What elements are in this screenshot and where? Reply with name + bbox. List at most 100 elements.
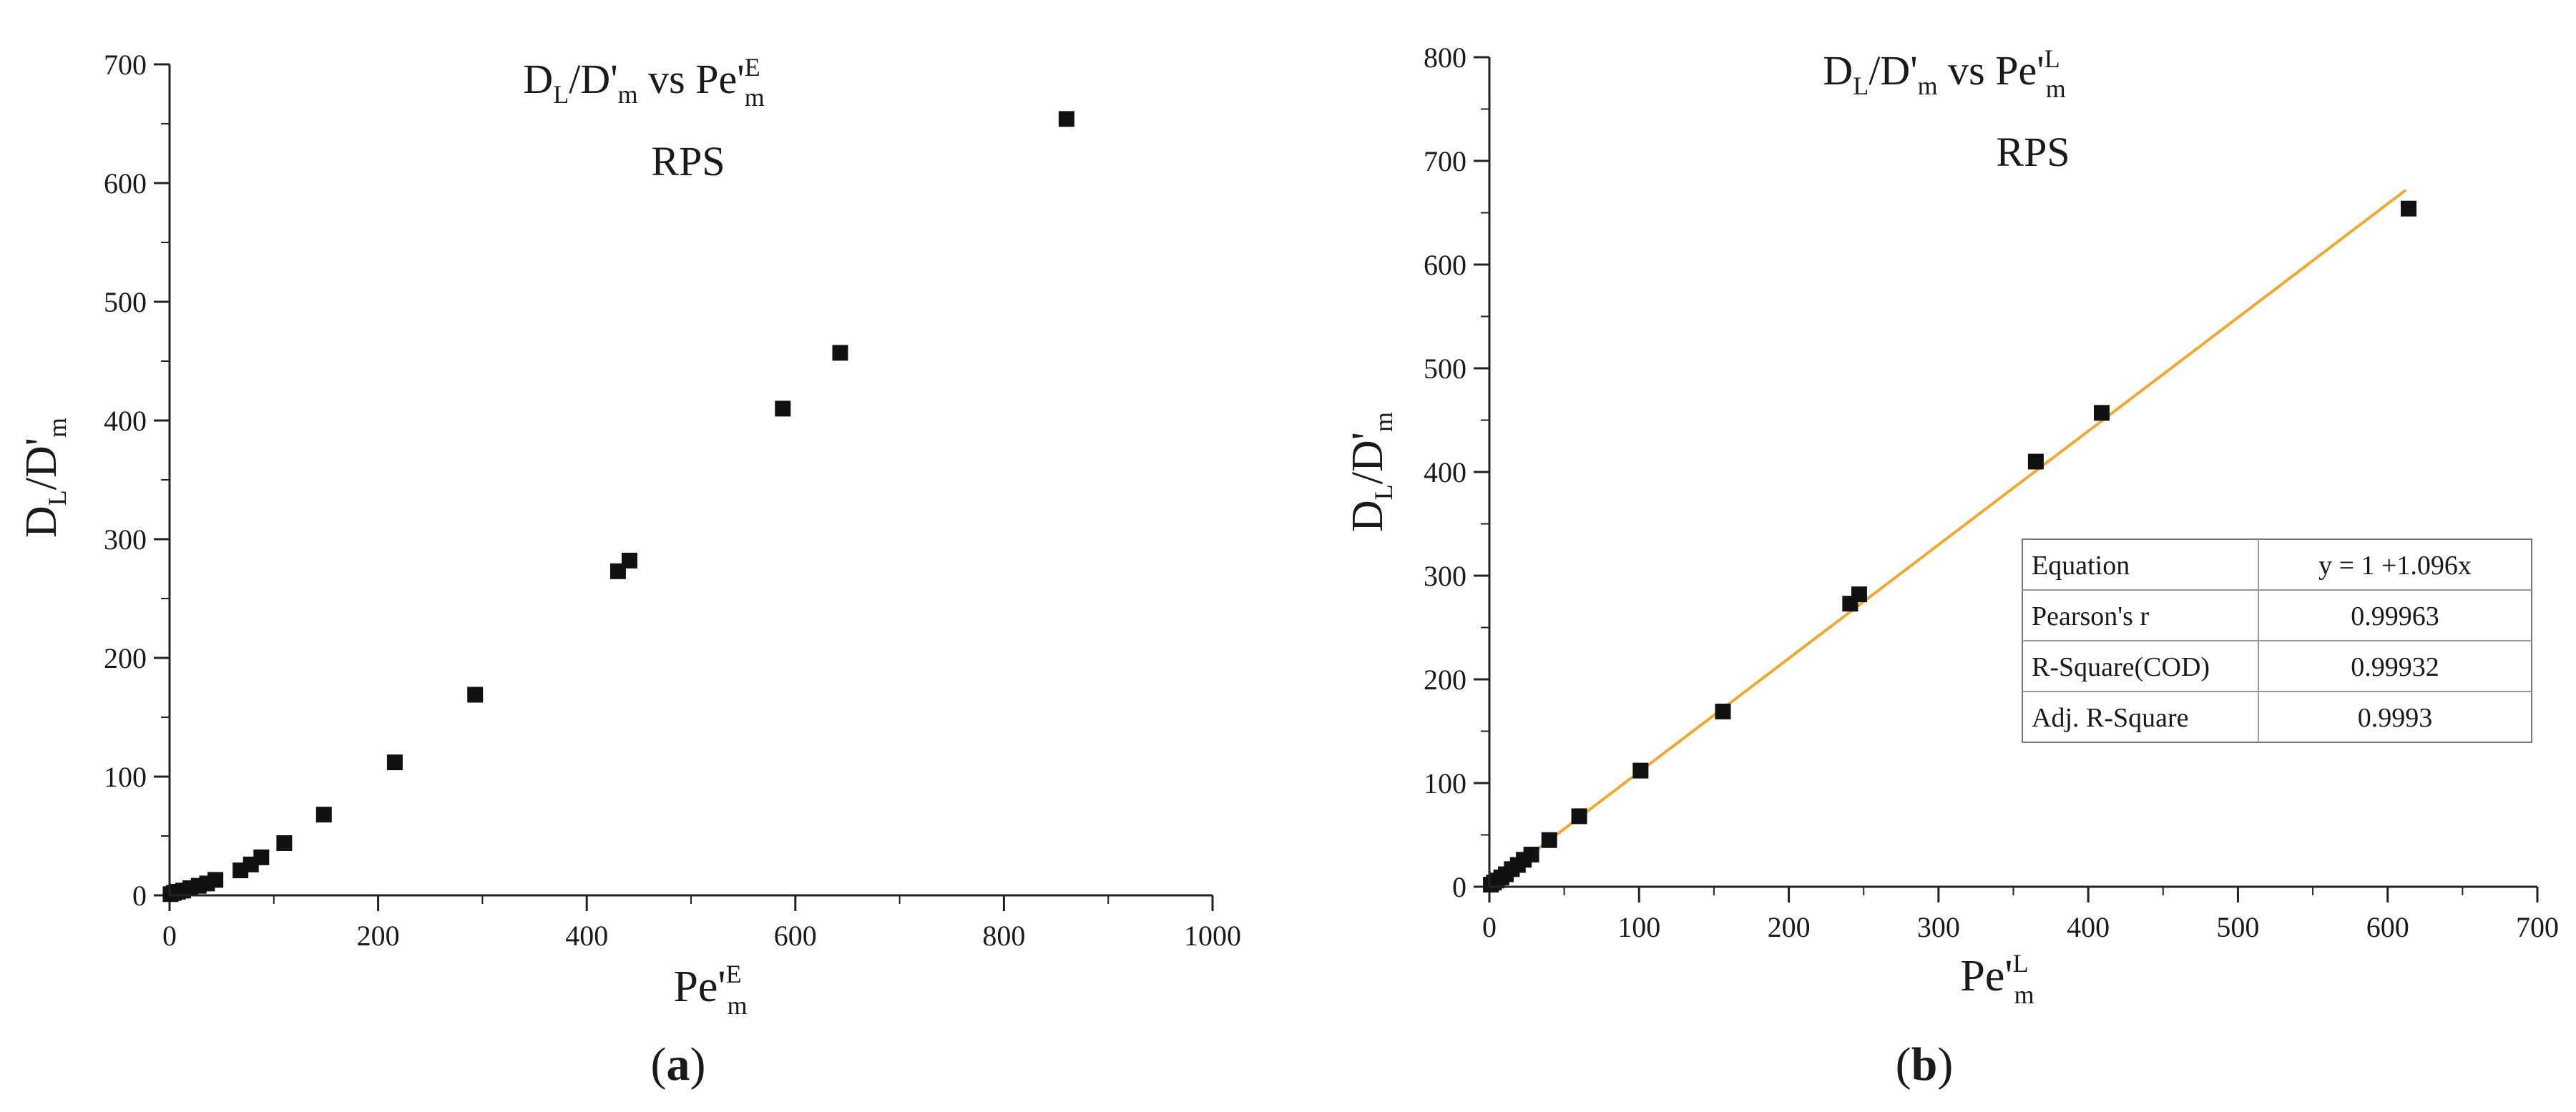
chart-a-axes-frame — [170, 64, 1213, 895]
chart-a-y-tick-label: 0 — [132, 880, 147, 912]
chart-b-fit-line — [1488, 189, 2407, 887]
stats-row-rsquare-value: 0.99932 — [2351, 652, 2439, 682]
chart-b-y-tick-label: 500 — [1424, 353, 1466, 385]
chart-b-xlabel: Pe'L m — [1960, 949, 2034, 1009]
chart-a-point — [386, 754, 403, 771]
panel-label-b-close: ) — [1937, 1038, 1953, 1091]
chart-b-title-sup: L — [2044, 44, 2060, 73]
chart-a-ylabel-d: D — [17, 506, 66, 538]
stats-row-pearson-label: Pearson's r — [2032, 601, 2149, 631]
chart-a-point — [315, 807, 332, 823]
chart-b-title: DL/D'm vs Pe'L m — [1823, 44, 2065, 103]
stats-row-equation-label: Equation — [2032, 551, 2130, 581]
chart-b-ylabel-sub-l: L — [1369, 484, 1398, 500]
chart-a-x-tick-label: 600 — [774, 920, 817, 952]
chart-b-point — [1523, 847, 1539, 863]
chart-b-x-tick-label: 300 — [1917, 911, 1960, 943]
chart-a-title-sub-m: m — [618, 80, 638, 109]
chart-a-ylabel-mid: /D' — [17, 438, 66, 490]
chart-b-xlabel-main: Pe' — [1960, 952, 2012, 1000]
chart-a-x-tick-label: 200 — [357, 920, 400, 952]
panel-label-b: (b) — [1896, 1038, 1954, 1091]
chart-a-point — [775, 400, 791, 417]
chart-a-title-sub-l: L — [553, 80, 569, 109]
chart-a-title-vs: vs Pe' — [638, 56, 745, 102]
chart-b-ticks: 0 100 200 300 400 500 600 700 0 100 200 300 400 500 60… — [1424, 41, 2559, 943]
chart-b-point — [2401, 200, 2417, 217]
chart-a-title-mid: /D' — [569, 56, 617, 102]
chart-b-ylabel-sub-m: m — [1369, 412, 1398, 432]
chart-a-y-tick-label: 200 — [104, 642, 147, 674]
chart-a-xlabel: Pe'E m — [673, 960, 747, 1020]
chart-a-xlabel-main: Pe' — [673, 963, 725, 1011]
chart-a-subtitle: RPS — [651, 138, 725, 184]
chart-a-ticks: 0 200 400 600 800 1000 0 100 200 300 400 500 600 700 — [104, 49, 1241, 952]
chart-b-y-tick-label: 100 — [1424, 767, 1466, 799]
chart-b-point — [1632, 762, 1649, 779]
chart-b-title-d: D — [1823, 47, 1853, 94]
chart-b-x-tick-label: 600 — [2366, 911, 2409, 943]
stats-row-adj-rsquare-value: 0.9993 — [2358, 703, 2433, 733]
chart-a-y-tick-label: 700 — [104, 49, 147, 81]
chart-b-xlabel-sup: L — [2013, 949, 2029, 978]
chart-a-x-tick-label: 1000 — [1184, 920, 1241, 952]
stats-row-equation-value: y = 1 +1.096x — [2318, 551, 2472, 581]
chart-b-title-sub-m: m — [1918, 72, 1938, 100]
chart-b-x-tick-label: 100 — [1617, 911, 1660, 943]
panel-label-b-open: ( — [1896, 1038, 1911, 1091]
chart-b-x-tick-label: 700 — [2516, 911, 2559, 943]
chart-b-ylabel: DL/D'm — [1343, 412, 1398, 532]
chart-a: 0 200 400 600 800 10000100200300400500600700 … — [17, 49, 1241, 1091]
chart-b: 0 100 200 300 400 500 600 700 0 100 200 300 400 500 60… — [1343, 41, 2559, 1091]
chart-b-subtitle: RPS — [1996, 129, 2070, 175]
panel-label-a-close: ) — [690, 1038, 706, 1091]
chart-a-title-sub2: m — [745, 83, 765, 112]
chart-a-ylabel-sub-l: L — [43, 490, 72, 506]
chart-b-point — [1571, 808, 1587, 825]
chart-a-point — [832, 345, 848, 361]
chart-a-y-tick-label: 300 — [104, 523, 147, 556]
chart-a-title-d: D — [523, 56, 553, 102]
panel-label-a: (a) — [651, 1038, 706, 1091]
chart-a-y-tick-label: 500 — [104, 286, 147, 318]
chart-b-ylabel-d: D — [1343, 500, 1392, 532]
stats-row-pearson-value: 0.99963 — [2351, 601, 2439, 631]
chart-a-point — [253, 849, 270, 865]
chart-b-x-tick-label: 400 — [2067, 911, 2110, 943]
chart-b-y-tick-label: 300 — [1424, 560, 1466, 592]
chart-b-points — [1483, 200, 2417, 893]
chart-b-point — [2093, 405, 2110, 421]
chart-b-title-vs: vs Pe' — [1938, 47, 2044, 94]
chart-b-stats-table: Equation y = 1 +1.096x Pearson's r 0.999… — [2022, 538, 2532, 743]
chart-a-y-tick-label: 600 — [104, 167, 147, 200]
chart-a-xlabel-sub: m — [728, 991, 748, 1020]
chart-b-title-sub2: m — [2046, 74, 2066, 103]
chart-b-y-tick-label: 600 — [1424, 249, 1466, 281]
chart-b-point — [2027, 453, 2044, 470]
chart-a-point — [467, 687, 484, 703]
panel-label-b-letter: b — [1911, 1038, 1938, 1091]
chart-b-ylabel-mid: /D' — [1343, 432, 1392, 484]
chart-b-x-tick-label: 200 — [1768, 911, 1811, 943]
chart-b-point — [1715, 703, 1731, 719]
chart-a-x-tick-label: 0 — [162, 920, 177, 952]
chart-b-y-tick-label: 700 — [1424, 145, 1466, 177]
chart-a-point — [1058, 111, 1074, 127]
chart-b-y-tick-label: 400 — [1424, 456, 1466, 488]
chart-a-ylabel-sub-m: m — [43, 418, 72, 438]
chart-a-xlabel-sup: E — [726, 960, 742, 988]
chart-a-x-tick-label: 800 — [982, 920, 1025, 952]
chart-a-title: DL/D'm vs Pe'E m — [523, 53, 764, 112]
panel-label-a-letter: a — [667, 1038, 690, 1091]
chart-a-ylabel: DL/D'm — [17, 418, 72, 538]
chart-a-points — [162, 111, 1074, 902]
chart-b-x-tick-label: 500 — [2216, 911, 2259, 943]
chart-a-point — [621, 552, 637, 569]
panel-label-a-open: ( — [651, 1038, 667, 1091]
chart-a-point — [207, 872, 224, 888]
chart-b-y-tick-label: 0 — [1452, 871, 1466, 903]
chart-b-title-mid: /D' — [1869, 47, 1917, 94]
chart-b-point — [1851, 586, 1867, 603]
chart-b-x-tick-label: 0 — [1482, 911, 1497, 943]
